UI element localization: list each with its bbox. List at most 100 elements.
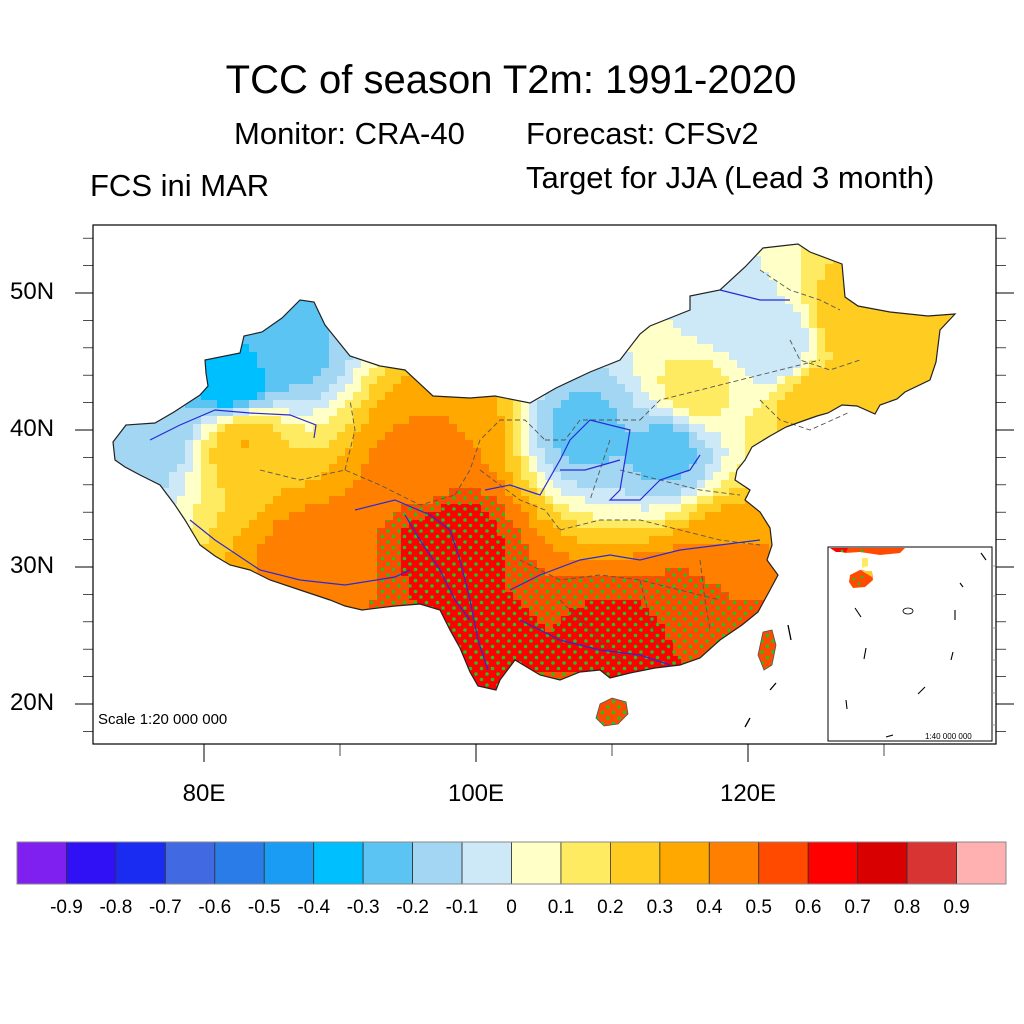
field-cell <box>617 384 626 393</box>
field-cell <box>193 488 202 497</box>
field-cell <box>241 336 250 345</box>
field-cell <box>265 496 274 505</box>
field-cell <box>513 512 522 521</box>
field-cell <box>297 432 306 441</box>
field-cell <box>745 264 754 273</box>
significance-stipple <box>481 512 490 521</box>
field-cell <box>593 496 602 505</box>
field-cell <box>369 408 378 417</box>
field-cell <box>697 528 706 537</box>
field-cell <box>233 552 242 561</box>
field-cell <box>321 544 330 553</box>
field-cell <box>609 368 618 377</box>
field-cell <box>369 568 378 577</box>
field-cell <box>753 328 762 337</box>
field-cell <box>745 344 754 353</box>
field-cell <box>753 384 762 393</box>
field-cell <box>865 368 874 377</box>
field-cell <box>289 368 298 377</box>
field-cell <box>865 400 874 409</box>
field-cell <box>345 560 354 569</box>
field-cell <box>921 336 930 345</box>
field-cell <box>705 360 714 369</box>
field-cell <box>633 544 642 553</box>
field-cell <box>305 352 314 361</box>
field-cell <box>417 496 426 505</box>
field-cell <box>545 392 554 401</box>
field-cell <box>745 320 754 329</box>
field-cell <box>313 448 322 457</box>
field-cell <box>793 296 802 305</box>
field-cell <box>377 432 386 441</box>
field-cell <box>761 408 770 417</box>
field-cell <box>665 512 674 521</box>
field-cell <box>497 472 506 481</box>
field-cell <box>561 448 570 457</box>
significance-stipple <box>697 584 706 593</box>
field-cell <box>513 400 522 409</box>
field-cell <box>737 320 746 329</box>
field-cell <box>721 480 730 489</box>
field-cell <box>497 400 506 409</box>
field-cell <box>265 552 274 561</box>
field-cell <box>545 544 554 553</box>
field-cell <box>601 448 610 457</box>
field-cell <box>161 480 170 489</box>
field-cell <box>353 536 362 545</box>
field-cell <box>713 288 722 297</box>
field-cell <box>577 472 586 481</box>
field-cell <box>329 408 338 417</box>
field-cell <box>265 488 274 497</box>
field-cell <box>265 424 274 433</box>
field-cell <box>241 528 250 537</box>
field-cell <box>345 416 354 425</box>
field-cell <box>713 320 722 329</box>
significance-stipple <box>409 512 418 521</box>
field-cell <box>585 392 594 401</box>
field-cell <box>241 376 250 385</box>
field-cell <box>593 480 602 489</box>
field-cell <box>377 408 386 417</box>
field-cell <box>569 544 578 553</box>
field-cell <box>825 264 834 273</box>
field-cell <box>689 408 698 417</box>
field-cell <box>393 496 402 505</box>
field-cell <box>833 336 842 345</box>
field-cell <box>921 368 930 377</box>
field-cell <box>753 376 762 385</box>
significance-stipple <box>385 536 394 545</box>
field-cell <box>417 488 426 497</box>
field-cell <box>329 536 338 545</box>
field-cell <box>305 432 314 441</box>
field-cell <box>657 552 666 561</box>
field-cell <box>529 536 538 545</box>
field-cell <box>753 552 762 561</box>
field-cell <box>665 384 674 393</box>
significance-stipple <box>449 584 458 593</box>
field-cell <box>345 536 354 545</box>
field-cell <box>305 384 314 393</box>
field-cell <box>329 504 338 513</box>
field-cell <box>617 432 626 441</box>
field-cell <box>169 432 178 441</box>
field-cell <box>617 368 626 377</box>
field-cell <box>313 488 322 497</box>
field-cell <box>633 568 642 577</box>
significance-stipple <box>641 576 650 585</box>
field-cell <box>241 552 250 561</box>
field-cell <box>697 408 706 417</box>
significance-stipple <box>473 512 482 521</box>
significance-stipple <box>617 584 626 593</box>
field-cell <box>289 480 298 489</box>
field-cell <box>753 400 762 409</box>
significance-stipple <box>425 520 434 529</box>
field-cell <box>377 496 386 505</box>
field-cell <box>769 248 778 257</box>
field-cell <box>353 552 362 561</box>
field-cell <box>729 320 738 329</box>
field-cell <box>473 416 482 425</box>
field-cell <box>657 368 666 377</box>
field-cell <box>721 456 730 465</box>
field-cell <box>649 472 658 481</box>
field-cell <box>393 408 402 417</box>
